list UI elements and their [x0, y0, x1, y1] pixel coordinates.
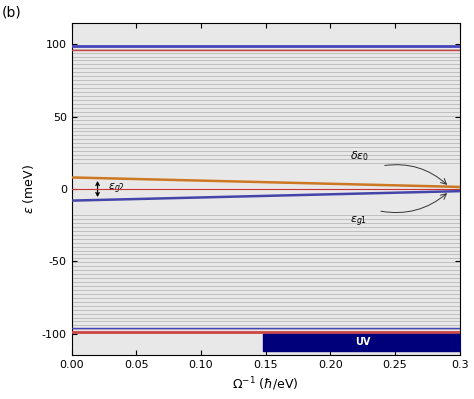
Text: UV: UV	[355, 338, 370, 348]
Text: $\varepsilon_{g1}$: $\varepsilon_{g1}$	[350, 215, 367, 229]
Text: (b): (b)	[2, 5, 22, 19]
Text: $\delta\varepsilon_0$: $\delta\varepsilon_0$	[350, 149, 369, 163]
Y-axis label: $\varepsilon$ (meV): $\varepsilon$ (meV)	[21, 164, 36, 214]
X-axis label: $\Omega^{-1}$ $(\hbar/\mathrm{eV})$: $\Omega^{-1}$ $(\hbar/\mathrm{eV})$	[232, 376, 299, 393]
Text: $\varepsilon_{g2}$: $\varepsilon_{g2}$	[108, 182, 125, 196]
